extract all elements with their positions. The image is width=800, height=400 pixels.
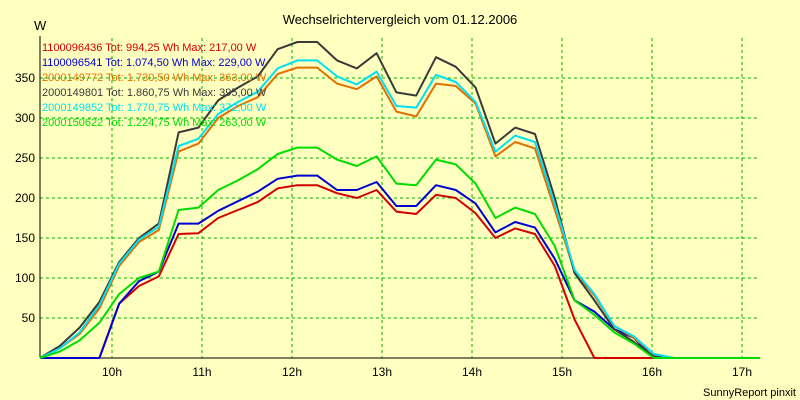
x-tick-label: 17h [732,365,752,379]
grid-lines [40,38,760,358]
legend-entry-2000149801: 2000149801 Tot: 1.860,75 Wh Max: 395,00 … [42,87,267,99]
legend-entry-2000150622: 2000150622 Tot: 1.224,75 Wh Max: 263,00 … [42,117,267,129]
series-layer [39,41,760,359]
legend-entry-2000149852: 2000149852 Tot: 1.770,75 Wh Max: 372,00 … [42,102,267,114]
y-tick-label: 200 [15,191,35,205]
y-tick-label: 250 [15,151,35,165]
series-line-2000149772 [39,66,760,359]
x-tick-label: 12h [282,365,302,379]
legend-entry-1100096541: 1100096541 Tot: 1.074,50 Wh Max: 229,00 … [42,57,266,69]
footer-credit: SunnyReport pinxit [703,387,796,399]
y-tick-label: 300 [15,111,35,125]
y-axis-label: W [34,18,47,33]
x-tick-label: 13h [372,365,392,379]
x-tick-label: 10h [102,365,122,379]
x-tick-label: 11h [192,365,211,379]
x-tick-label: 16h [642,365,662,379]
legend-entry-1100096436: 1100096436 Tot: 994,25 Wh Max: 217,00 W [42,42,257,54]
x-tick-label: 14h [462,365,482,379]
chart-title: Wechselrichtervergleich vom 01.12.2006 [283,12,518,27]
y-tick-label: 150 [15,231,35,245]
series-line-1100096436 [40,184,760,359]
series-line-2000150622 [39,146,760,359]
y-tick-label: 100 [15,271,35,285]
y-tick-label: 50 [22,311,36,325]
legend-entry-2000149772: 2000149772 Tot: 1.730,50 Wh Max: 363,00 … [42,72,267,84]
y-tick-label: 350 [15,71,35,85]
x-tick-label: 15h [552,365,572,379]
legend: 1100096436 Tot: 994,25 Wh Max: 217,00 W 1… [42,42,267,129]
series-line-2000149852 [39,59,760,359]
